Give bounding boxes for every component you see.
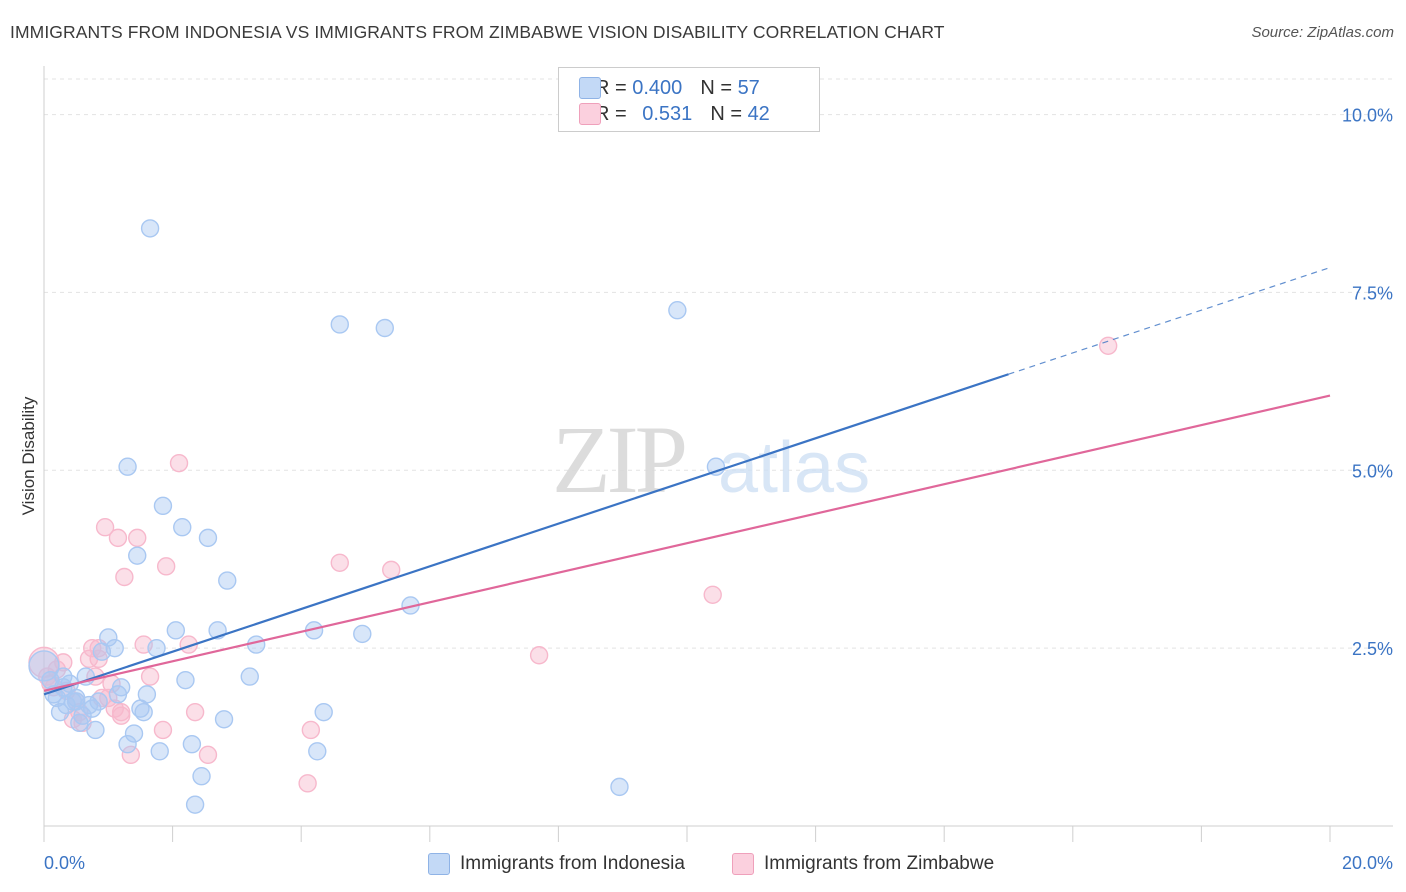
- legend-swatch-zimbabwe: [732, 853, 754, 875]
- zimbabwe-point: [95, 518, 115, 537]
- zimbabwe-point: [169, 453, 189, 473]
- legend-n-value: 57: [737, 76, 760, 99]
- indonesia-point: [192, 767, 211, 786]
- indonesia-point: [214, 710, 234, 729]
- zimbabwe-point: [301, 720, 321, 740]
- y-tick-label: 5.0%: [1352, 461, 1393, 481]
- trend-line-indonesia-extension: [1008, 266, 1331, 375]
- legend-n-label: N =: [710, 102, 748, 125]
- series-zimbabwe-points: [28, 336, 1118, 793]
- indonesia-point: [83, 699, 102, 718]
- zimbabwe-point: [529, 646, 549, 665]
- indonesia-point: [54, 667, 73, 686]
- indonesia-point: [198, 528, 218, 548]
- indonesia-point: [28, 650, 60, 682]
- legend-item-indonesia: Immigrants from Indonesia: [428, 852, 685, 876]
- zimbabwe-point: [47, 660, 67, 679]
- indonesia-point: [118, 457, 137, 476]
- indonesia-point: [668, 301, 687, 320]
- indonesia-point: [89, 692, 108, 711]
- legend-swatch-indonesia: [579, 77, 601, 99]
- trend-line-indonesia: [43, 373, 1009, 696]
- legend-row-zimbabwe: R = 0.531 N = 42: [579, 102, 770, 126]
- indonesia-point: [353, 624, 372, 644]
- zimbabwe-point: [99, 688, 118, 708]
- zimbabwe-point: [115, 567, 134, 587]
- indonesia-point: [166, 621, 186, 640]
- x-tick-label: 0.0%: [44, 853, 85, 873]
- zimbabwe-point: [121, 745, 141, 765]
- y-tick-label: 10.0%: [1342, 106, 1393, 126]
- indonesia-point: [182, 734, 202, 754]
- zimbabwe-point: [298, 774, 317, 793]
- grid-lines: [44, 78, 1393, 649]
- indonesia-point: [610, 777, 629, 797]
- indonesia-point: [314, 702, 333, 722]
- indonesia-point: [150, 742, 169, 761]
- x-tick-label: 20.0%: [1342, 853, 1393, 873]
- y-tick-label: 7.5%: [1352, 283, 1393, 303]
- indonesia-point: [134, 702, 153, 722]
- legend-n-value: 42: [747, 102, 770, 125]
- zimbabwe-point: [330, 553, 349, 572]
- indonesia-point: [128, 546, 147, 565]
- indonesia-point: [308, 742, 327, 761]
- indonesia-point: [153, 496, 173, 516]
- zimbabwe-point: [382, 560, 401, 580]
- zimbabwe-point: [1098, 336, 1118, 355]
- zimbabwe-point: [198, 745, 218, 765]
- chart-title: IMMIGRANTS FROM INDONESIA VS IMMIGRANTS …: [10, 22, 945, 42]
- series-indonesia-points: [28, 219, 726, 814]
- zimbabwe-point: [153, 720, 173, 740]
- correlation-legend: R = 0.400 N = 57 R = 0.531 N = 42: [558, 67, 820, 132]
- legend-n-label: N =: [700, 76, 738, 99]
- indonesia-point: [176, 670, 195, 690]
- y-tick-label: 2.5%: [1352, 639, 1393, 659]
- axes: [43, 66, 1393, 842]
- indonesia-point: [105, 638, 124, 658]
- legend-swatch-zimbabwe: [579, 103, 601, 125]
- indonesia-point: [50, 702, 70, 722]
- indonesia-point: [118, 734, 137, 754]
- legend-label-indonesia: Immigrants from Indonesia: [460, 853, 685, 874]
- indonesia-point: [111, 678, 131, 697]
- indonesia-point: [99, 628, 118, 647]
- watermark-atlas: atlas: [718, 428, 870, 508]
- zimbabwe-point: [156, 557, 176, 576]
- source-credit: Source: ZipAtlas.com: [1251, 24, 1394, 41]
- legend-swatch-indonesia: [428, 853, 450, 875]
- legend-item-zimbabwe: Immigrants from Zimbabwe: [732, 852, 994, 876]
- legend-r-value: 0.531: [642, 102, 693, 125]
- legend-label-zimbabwe: Immigrants from Zimbabwe: [764, 853, 995, 874]
- zimbabwe-point: [140, 667, 160, 686]
- zimbabwe-point: [111, 702, 131, 722]
- indonesia-point: [185, 795, 205, 814]
- indonesia-point: [218, 571, 237, 590]
- legend-r-value: 0.400: [632, 76, 683, 99]
- indonesia-point: [240, 667, 259, 686]
- zimbabwe-point: [703, 585, 722, 604]
- indonesia-point: [375, 318, 394, 338]
- legend-row-indonesia: R = 0.400 N = 57: [579, 76, 760, 100]
- trend-lines: [43, 266, 1331, 696]
- indonesia-point: [330, 315, 349, 334]
- indonesia-point: [86, 720, 105, 740]
- zimbabwe-point: [185, 702, 205, 722]
- watermark-zip: ZIP: [552, 406, 685, 513]
- indonesia-point: [173, 518, 192, 537]
- indonesia-point: [124, 724, 144, 743]
- zimbabwe-point: [83, 638, 102, 658]
- indonesia-point: [140, 219, 160, 238]
- zimbabwe-point: [108, 528, 128, 548]
- indonesia-point: [66, 692, 86, 711]
- indonesia-point: [137, 685, 157, 704]
- zimbabwe-point: [128, 528, 147, 548]
- trend-line-zimbabwe: [43, 394, 1331, 692]
- tick-labels: 2.5% 5.0% 7.5% 10.0% 0.0% 20.0%: [44, 106, 1393, 873]
- y-axis-label: Vision Disability: [19, 396, 38, 515]
